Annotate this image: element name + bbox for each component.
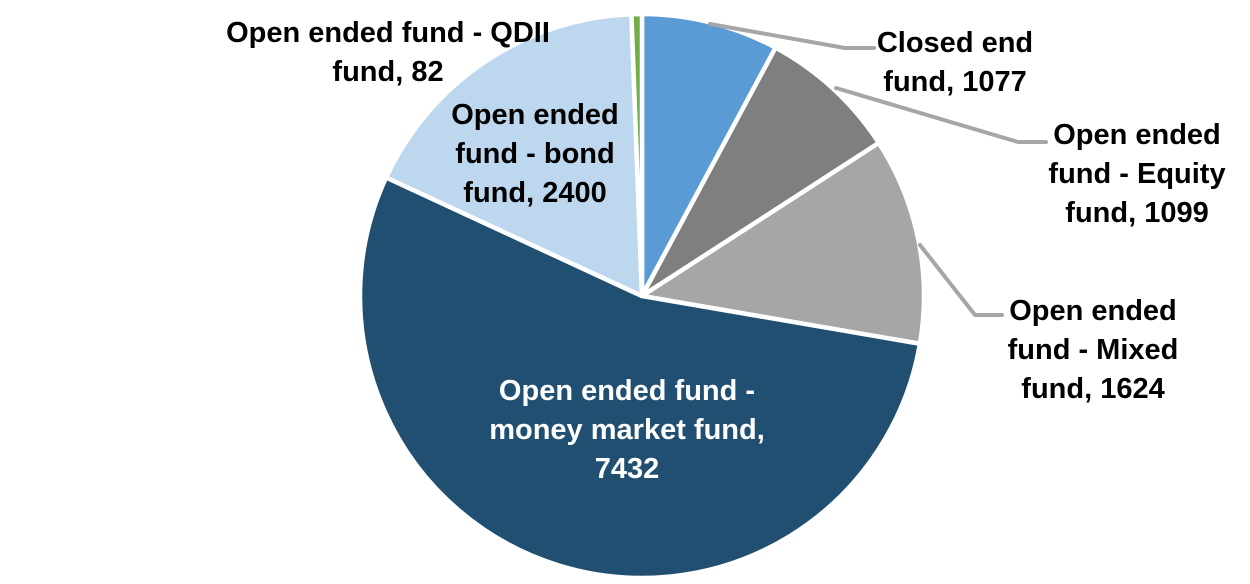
pie-slice-open-ended-fund-money-market-fund <box>357 175 923 581</box>
pie-slice-open-ended-fund-equity-fund <box>639 45 882 299</box>
leader-line-open-ended-fund-equity-fund <box>834 86 1048 144</box>
leader-line-open-ended-fund-mixed-fund <box>918 243 1004 317</box>
pie-slice-open-ended-fund-qdii-fund <box>629 11 645 299</box>
pie-slice-open-ended-fund-mixed-fund <box>639 140 927 347</box>
leader-line-closed-end-fund <box>708 22 876 50</box>
pie-slice-open-ended-fund-bond-fund <box>383 11 645 299</box>
